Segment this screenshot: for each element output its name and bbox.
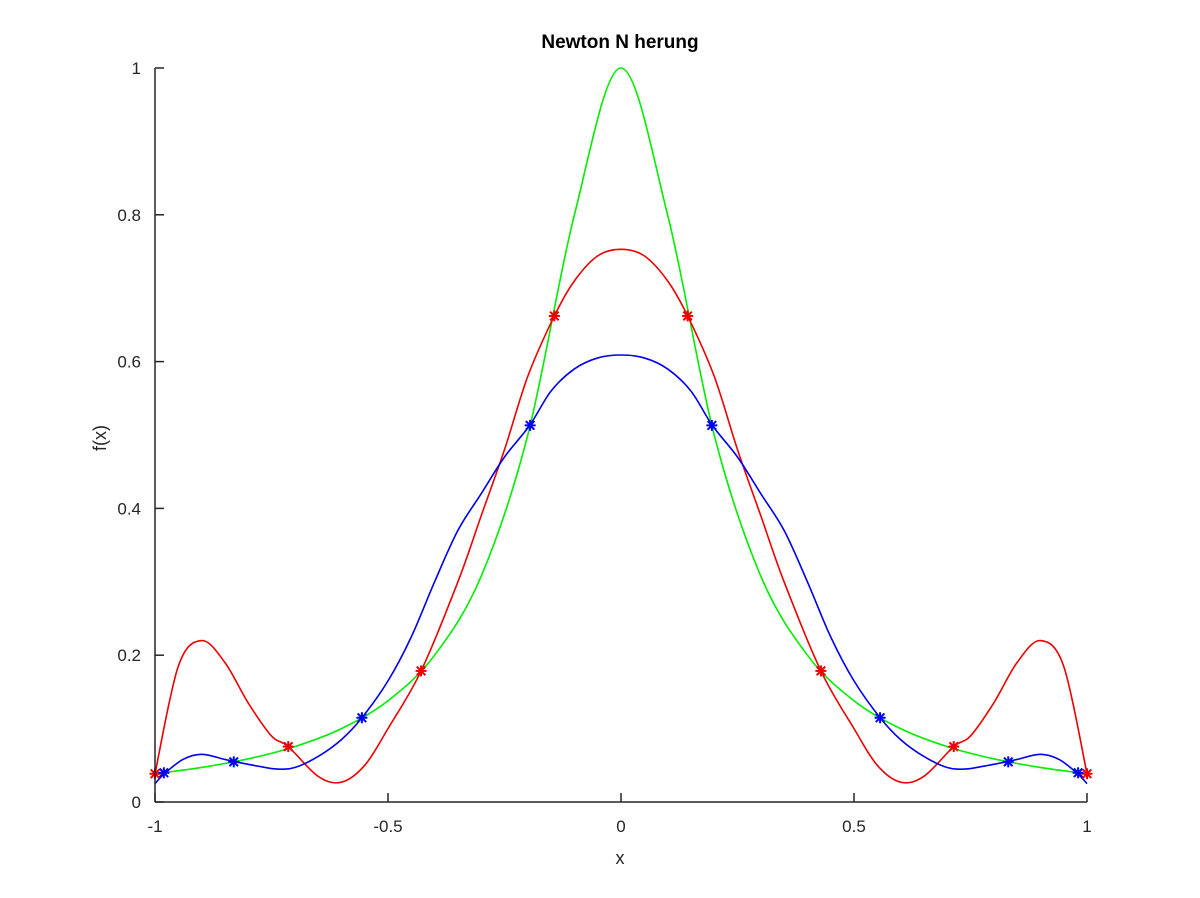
y-tick-label: 0 [132, 793, 141, 812]
plot-area [149, 67, 1093, 785]
axes-layer: -1 -0.5 0 0.5 1 0 0.2 0.4 0.6 0.8 1 [117, 59, 1091, 836]
data-point-marker [158, 767, 170, 779]
x-tick-label: 0 [616, 817, 625, 836]
y-ticks: 0 0.2 0.4 0.6 0.8 1 [117, 59, 164, 812]
data-point-marker [1002, 756, 1014, 768]
y-tick-label: 0.6 [117, 353, 141, 372]
data-point-marker [282, 741, 294, 753]
data-point-marker [548, 310, 560, 322]
data-point-marker [524, 419, 536, 431]
y-tick-label: 0.8 [117, 206, 141, 225]
x-ticks: -1 -0.5 0 0.5 1 [147, 793, 1092, 836]
x-tick-label: -0.5 [373, 817, 402, 836]
data-point-marker [1072, 767, 1084, 779]
data-point-marker [948, 741, 960, 753]
series-line-2 [154, 354, 1088, 785]
series-layer [154, 67, 1088, 785]
y-axis-label: f(x) [90, 425, 110, 451]
marker-layer [149, 310, 1093, 780]
data-point-marker [356, 712, 368, 724]
x-tick-label: -1 [147, 817, 162, 836]
y-tick-label: 0.2 [117, 646, 141, 665]
data-point-marker [682, 310, 694, 322]
x-axis-label: x [616, 848, 625, 868]
y-tick-label: 0.4 [117, 499, 141, 518]
data-point-marker [415, 665, 427, 677]
data-point-marker [706, 419, 718, 431]
data-point-marker [228, 756, 240, 768]
data-point-marker [815, 665, 827, 677]
x-tick-label: 1 [1082, 817, 1091, 836]
data-point-marker [874, 712, 886, 724]
y-tick-label: 1 [132, 59, 141, 78]
series-line-0 [154, 67, 1088, 775]
x-tick-label: 0.5 [842, 817, 866, 836]
chart-title: Newton N herung [541, 32, 698, 53]
series-line-1 [154, 248, 1088, 784]
